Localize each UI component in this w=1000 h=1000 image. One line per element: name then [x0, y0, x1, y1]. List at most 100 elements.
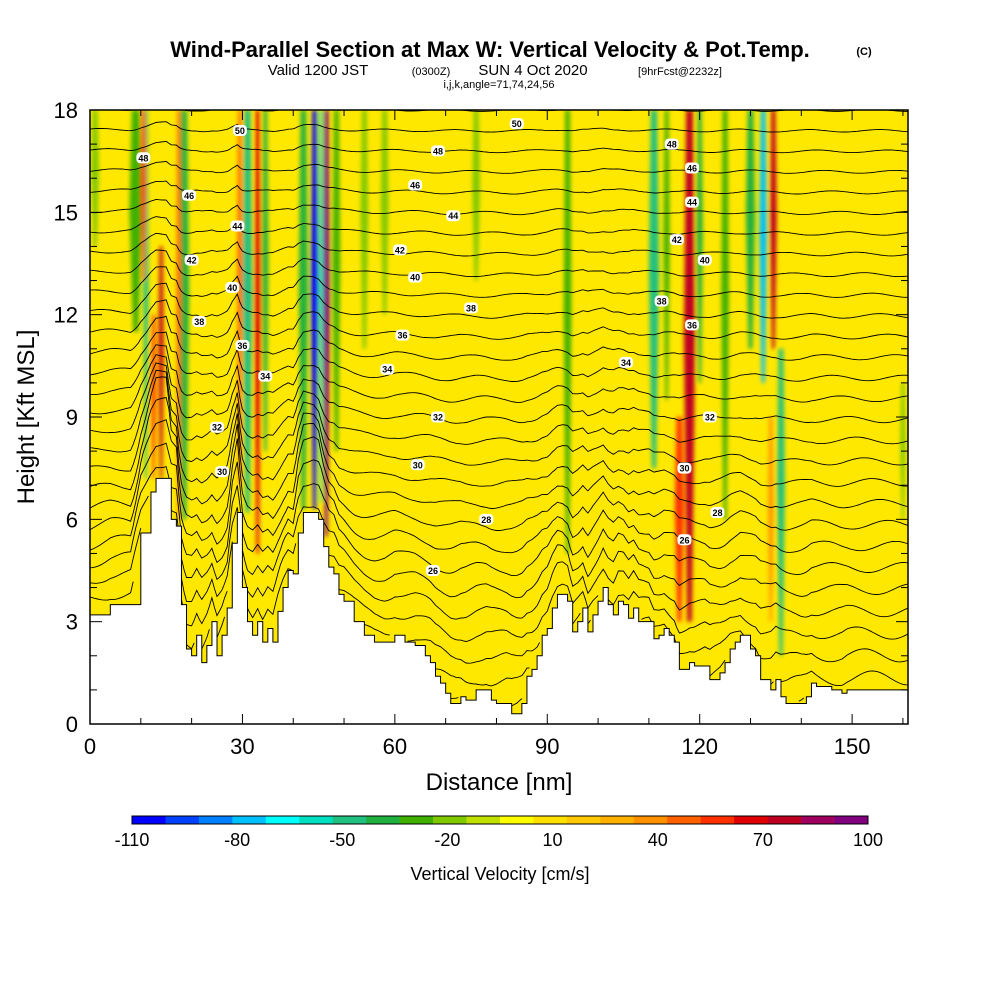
colorbar-swatch [433, 816, 467, 824]
subtitle-valid: Valid 1200 JST [268, 62, 369, 79]
contour-label: 36 [395, 329, 410, 341]
velocity-band [360, 110, 369, 349]
isentrope-line [90, 232, 908, 257]
contour-label-text: 34 [621, 358, 631, 368]
isentrope-line [90, 419, 908, 531]
contour-label-text: 38 [466, 303, 476, 313]
colorbar-label: -20 [434, 830, 460, 850]
contour-label-text: 44 [687, 198, 697, 208]
velocity-band [721, 110, 729, 520]
contour-label-text: 50 [512, 119, 522, 129]
contour-label: 46 [182, 189, 197, 201]
contour-label: 46 [685, 162, 700, 174]
contour-label-text: 42 [187, 256, 197, 266]
contour-label-text: 42 [672, 235, 682, 245]
colorbar-swatch [132, 816, 166, 824]
contour-label-text: 36 [397, 331, 407, 341]
subtitle-fcst: [9hrFcst@2232z] [638, 66, 722, 78]
colorbar-swatch [834, 816, 869, 824]
contour-label: 42 [669, 234, 684, 246]
contour-label: 44 [685, 196, 700, 208]
velocity-band [178, 110, 190, 520]
contour-label: 30 [677, 462, 692, 474]
colorbar-swatch [801, 816, 835, 824]
subtitle-utc: (0300Z) [412, 66, 451, 78]
colorbar-swatch [165, 816, 200, 824]
colorbar: -110 -80 -50 -20 10 40 70 100 [115, 815, 883, 850]
colorbar-label: 10 [543, 830, 563, 850]
contour-label-text: 48 [138, 153, 148, 163]
contour-label: 40 [408, 271, 423, 283]
y-tick-label: 12 [54, 303, 78, 328]
colorbar-frame [131, 815, 869, 825]
velocity-band [770, 110, 777, 349]
contour-label-text: 48 [667, 140, 677, 150]
contour-label-text: 30 [679, 464, 689, 474]
contour-label-text: 38 [657, 297, 667, 307]
contour-label: 28 [710, 507, 725, 519]
velocity-band [158, 246, 164, 479]
contour-label: 48 [431, 145, 446, 157]
isentrope-line [90, 369, 908, 466]
colorbar-swatch [500, 816, 534, 824]
chart-subtitle: Valid 1200 JST (0300Z) SUN 4 Oct 2020 [9… [268, 62, 722, 79]
isentrope-line [90, 344, 908, 403]
y-tick-label: 18 [54, 98, 78, 123]
velocity-band [311, 110, 319, 510]
contour-label: 42 [184, 254, 199, 266]
contour-label: 50 [232, 124, 247, 136]
contour-label-text: 46 [410, 181, 420, 191]
velocity-band [768, 417, 774, 622]
isentrope-line [90, 442, 908, 554]
contour-label: 38 [192, 315, 207, 327]
colorbar-swatch [600, 816, 635, 824]
colorbar-label: 40 [648, 830, 668, 850]
velocity-band [380, 110, 389, 315]
velocity-band [254, 110, 261, 554]
y-tick-label: 6 [66, 507, 78, 532]
colorbar-swatch [667, 816, 702, 824]
contour-label-text: 28 [481, 515, 491, 525]
colorbar-swatch [566, 816, 601, 824]
subtitle-ijk: i,j,k,angle=71,74,24,56 [443, 79, 554, 91]
velocity-band [777, 348, 785, 656]
isentrope-line [90, 396, 908, 509]
contour-label-text: 34 [382, 365, 392, 375]
contour-label-text: 30 [217, 467, 227, 477]
contour-label-text: 44 [448, 211, 458, 221]
contour-label: 50 [509, 118, 524, 130]
colorbar-swatch [265, 816, 300, 824]
contour-label: 44 [230, 220, 245, 232]
colorbar-swatch [734, 816, 768, 824]
y-tick-label: 9 [66, 405, 78, 430]
chart-title: Wind-Parallel Section at Max W: Vertical… [170, 37, 810, 62]
contour-label-text: 32 [705, 413, 715, 423]
subtitle-date: SUN 4 Oct 2020 [478, 62, 587, 79]
contour-label: 32 [431, 411, 446, 423]
contour-label-text: 28 [712, 508, 722, 518]
contour-label: 36 [235, 339, 250, 351]
y-tick-label: 15 [54, 200, 78, 225]
isentrope-line [90, 362, 908, 445]
contour-label-text: 50 [235, 126, 245, 136]
isentrope-line [90, 527, 908, 620]
colorbar-swatch [198, 816, 233, 824]
contour-label: 36 [685, 319, 700, 331]
x-tick-label: 60 [383, 734, 407, 759]
isentrope-line [90, 216, 908, 236]
colorbar-swatch [399, 816, 434, 824]
isentrope-line [432, 659, 908, 687]
velocity-band [663, 110, 670, 400]
colorbar-swatch [700, 816, 735, 824]
chart-title-suffix: (C) [856, 46, 872, 58]
velocity-band [696, 110, 703, 383]
contour-label: 28 [479, 513, 494, 525]
contour-label: 30 [215, 466, 230, 478]
y-axis-label: Height [Kft MSL] [13, 330, 40, 505]
contour-label-text: 26 [679, 535, 689, 545]
contour-label-text: 32 [433, 413, 443, 423]
isentrope-line [90, 282, 908, 319]
contour-label: 32 [702, 411, 717, 423]
